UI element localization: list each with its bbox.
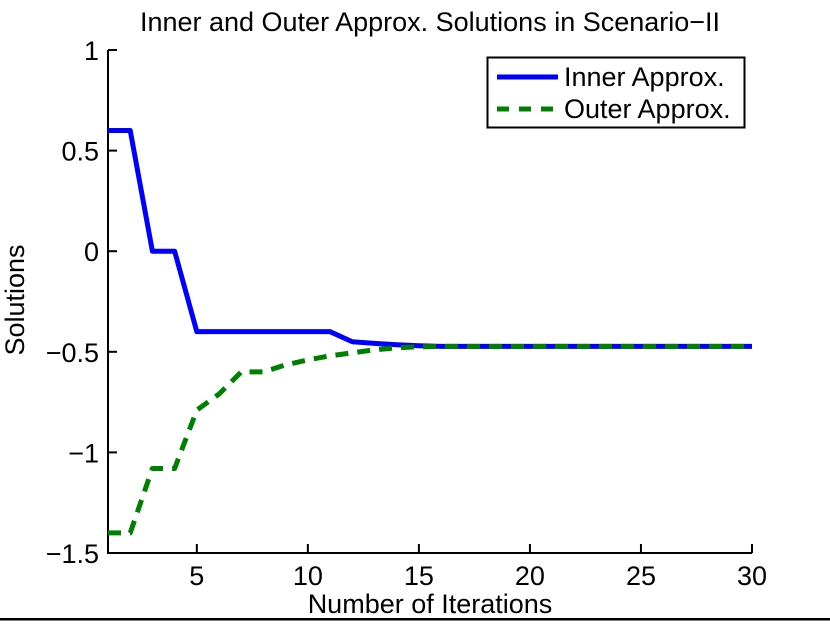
- y-tick-label: 0: [84, 237, 99, 267]
- x-tick-label: 25: [626, 561, 656, 591]
- y-tick-label: −1.5: [46, 539, 99, 569]
- x-tick-label: 5: [189, 561, 204, 591]
- x-tick-label: 10: [293, 561, 323, 591]
- y-tick-label: 0.5: [61, 137, 99, 167]
- x-tick-label: 30: [737, 561, 767, 591]
- series-line-inner: [108, 127, 752, 349]
- x-tick-label: 15: [404, 561, 434, 591]
- x-axis-label: Number of Iterations: [308, 589, 553, 619]
- y-tick-label: −0.5: [46, 338, 99, 368]
- axes-layer: 5 10 15 20 25 30 1 0.5 0 −0.5 −1 −1.5: [46, 36, 767, 591]
- series-line-outer: [108, 343, 752, 536]
- y-tick-label: −1: [68, 438, 99, 468]
- legend-box: [486, 56, 746, 129]
- legend-inner-label: Inner Approx.: [564, 62, 725, 92]
- bottom-border: [0, 618, 830, 621]
- chart-title: Inner and Outer Approx. Solutions in Sce…: [140, 7, 720, 37]
- x-tick-label: 20: [515, 561, 545, 591]
- legend-outer-label: Outer Approx.: [564, 94, 731, 124]
- y-tick-label: 1: [84, 36, 99, 66]
- series-layer: [108, 127, 752, 536]
- y-axis-label: Solutions: [0, 244, 30, 355]
- legend: Inner Approx. Outer Approx.: [486, 56, 746, 129]
